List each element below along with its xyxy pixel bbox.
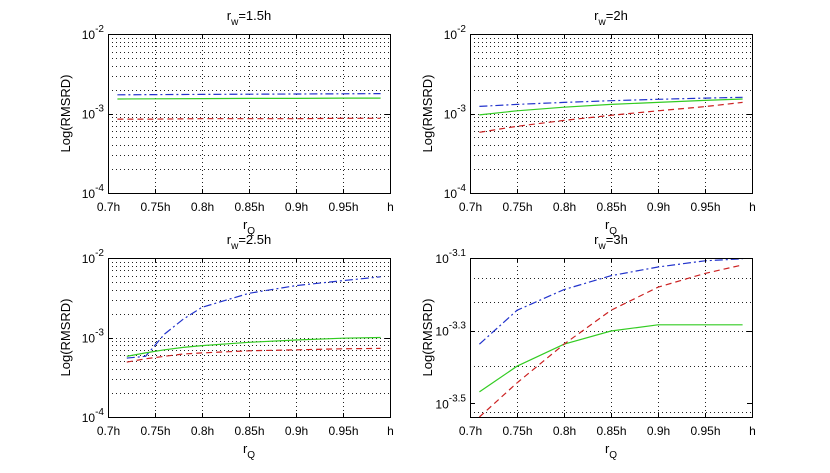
series-line-2: [126, 336, 381, 357]
x-tick-label: 0.8h: [553, 200, 576, 214]
chart-panel-3: 0.7h 0.75h 0.8h 0.85h 0.9h 0.95h h 10-4 10-3 10-2…: [58, 232, 394, 461]
x-axis-label: rQ: [243, 441, 255, 461]
series-line-1: [117, 93, 381, 96]
y-tick-label: 10-3: [444, 104, 467, 122]
x-tick-label: 0.8h: [553, 424, 576, 438]
series-line-3: [478, 264, 743, 418]
chart-panel-1: 0.7h 0.75h 0.8h 0.85h 0.9h 0.95h h 10-4 10-3 10-2…: [58, 8, 394, 237]
series-line-2: [479, 324, 743, 393]
x-tick-label: 0.95h: [328, 200, 358, 214]
series-line-3: [126, 347, 381, 363]
chart-panel-4: 0.7h 0.75h 0.8h 0.85h 0.9h 0.95h h 10-3.5 10-3.3…: [420, 232, 756, 461]
y-axis-label: Log(RMSRD): [58, 74, 73, 152]
x-tick-label: h: [387, 424, 394, 438]
x-tick-label: 0.85h: [596, 200, 626, 214]
chart-title: rw=2h: [594, 8, 628, 28]
x-tick-label: 0.85h: [234, 200, 264, 214]
chart-title: rw=2.5h: [227, 232, 271, 252]
x-tick-label: 0.75h: [502, 200, 532, 214]
y-tick-label: 10-4: [82, 183, 105, 201]
y-axis-label: Log(RMSRD): [58, 298, 73, 376]
x-tick-label: 0.75h: [502, 424, 532, 438]
x-axis-label: rQ: [605, 441, 617, 461]
series-line-2: [117, 97, 381, 100]
y-tick-label: 10-3: [82, 104, 105, 122]
y-tick-label: 10-4: [444, 183, 467, 201]
x-tick-label: h: [749, 200, 756, 214]
y-axis-label: Log(RMSRD): [420, 298, 435, 376]
x-tick-label: 0.85h: [234, 424, 264, 438]
plot-area: [108, 34, 390, 193]
x-axis-label: rQ: [243, 217, 255, 237]
x-tick-label: 0.95h: [328, 424, 358, 438]
chart-title: rw=1.5h: [227, 8, 271, 28]
plot-area: [470, 258, 752, 417]
x-tick-label: 0.7h: [459, 200, 482, 214]
x-tick-label: 0.9h: [285, 200, 308, 214]
y-tick-label: 10-2: [444, 24, 467, 42]
x-tick-label: h: [387, 200, 394, 214]
chart-panel-2: 0.7h 0.75h 0.8h 0.85h 0.9h 0.95h h 10-4 10-3 10-2…: [420, 8, 756, 237]
y-axis-label: Log(RMSRD): [420, 74, 435, 152]
y-tick-label: 10-4: [82, 407, 105, 425]
y-tick-label: 10-2: [82, 248, 105, 266]
x-axis-label: rQ: [605, 217, 617, 237]
x-tick-label: 0.75h: [140, 200, 170, 214]
y-tick-label: 10-3.1: [435, 248, 466, 266]
x-tick-label: 0.8h: [191, 424, 214, 438]
x-tick-label: 0.8h: [191, 200, 214, 214]
x-tick-label: 0.7h: [459, 424, 482, 438]
chart-title: rw=3h: [594, 232, 628, 252]
series-line-3: [479, 101, 743, 133]
y-tick-label: 10-3: [82, 328, 105, 346]
x-tick-label: 0.9h: [647, 424, 670, 438]
x-tick-label: 0.75h: [140, 424, 170, 438]
y-tick-label: 10-3.3: [435, 321, 466, 339]
plot-area: [108, 258, 390, 417]
x-tick-label: 0.7h: [97, 200, 120, 214]
series-line-3: [117, 117, 381, 120]
series-line-2: [479, 98, 743, 116]
x-tick-label: 0.85h: [596, 424, 626, 438]
y-tick-label: 10-2: [82, 24, 105, 42]
series-line-1: [126, 276, 381, 359]
x-tick-label: 0.9h: [647, 200, 670, 214]
x-tick-label: 0.7h: [97, 424, 120, 438]
x-tick-label: 0.9h: [285, 424, 308, 438]
x-tick-label: h: [749, 424, 756, 438]
series-line-1: [479, 96, 743, 107]
x-tick-label: 0.95h: [690, 200, 720, 214]
y-tick-label: 10-3.5: [435, 393, 466, 411]
x-tick-label: 0.95h: [690, 424, 720, 438]
